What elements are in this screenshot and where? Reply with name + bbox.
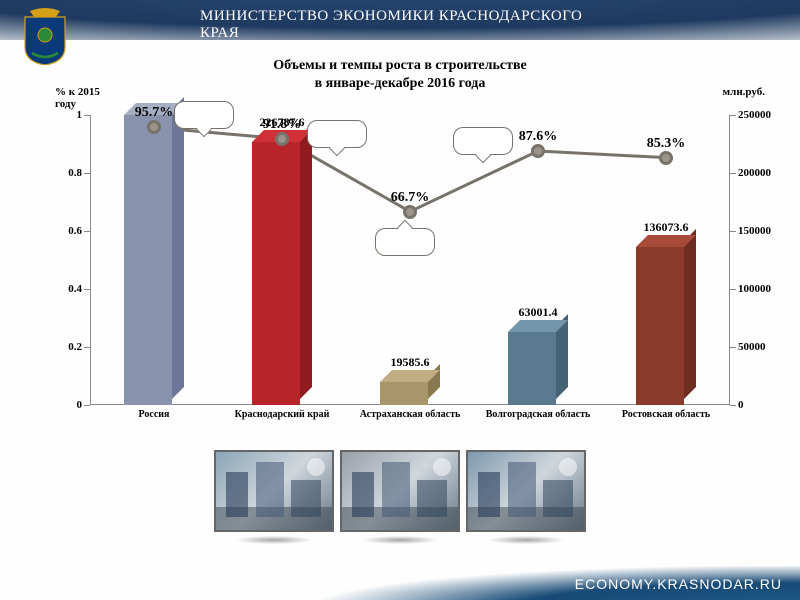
line-marker — [659, 151, 673, 165]
percent-label: 85.3% — [647, 136, 686, 152]
line-marker — [147, 120, 161, 134]
bar-value-label: 136073.6 — [601, 220, 731, 235]
percent-label: 95.7% — [135, 105, 174, 121]
right-axis-label: млн.руб. — [723, 86, 765, 98]
callout-bubble — [307, 120, 367, 148]
chart-plot-area: 00.20.40.60.8105000010000015000020000025… — [90, 115, 730, 405]
line-marker — [403, 205, 417, 219]
ytick-right: 250000 — [730, 109, 771, 121]
axis-line-left — [90, 115, 91, 405]
category-label: Астраханская область — [346, 409, 474, 420]
ytick-right: 150000 — [730, 225, 771, 237]
category-label: Краснодарский край — [218, 409, 346, 420]
bar-value-label: 19585.6 — [345, 355, 475, 370]
line-marker — [531, 144, 545, 158]
regional-emblem-icon — [20, 5, 70, 65]
gallery-thumb — [340, 450, 460, 546]
line-marker — [275, 132, 289, 146]
ytick-right: 100000 — [730, 283, 771, 295]
percent-label: 66.7% — [391, 190, 430, 206]
header-band: МИНИСТЕРСТВО ЭКОНОМИКИ КРАСНОДАРСКОГО КР… — [0, 0, 800, 40]
gallery-thumb — [466, 450, 586, 546]
bar-1 — [252, 142, 312, 405]
category-label: Россия — [90, 409, 218, 420]
axis-line-right — [729, 115, 730, 405]
category-label: Волгоградская область — [474, 409, 602, 420]
percent-label: 87.6% — [519, 129, 558, 145]
left-axis-label: % к 2015 году — [55, 86, 115, 110]
bar-3 — [508, 332, 568, 405]
photo-gallery — [214, 450, 586, 546]
ministry-title: МИНИСТЕРСТВО ЭКОНОМИКИ КРАСНОДАРСКОГО КР… — [200, 8, 600, 42]
bar-value-label: 63001.4 — [473, 305, 603, 320]
percent-label: 91.8% — [263, 117, 302, 133]
callout-bubble — [375, 228, 435, 256]
bar-2 — [380, 382, 440, 405]
gallery-thumb — [214, 450, 334, 546]
chart-title-line2: в январе-декабре 2016 года — [0, 76, 800, 92]
footer-url: ECONOMY.KRASNODAR.RU — [575, 576, 782, 592]
callout-bubble — [453, 127, 513, 155]
ytick-right: 200000 — [730, 167, 771, 179]
chart-title-line1: Объемы и темпы роста в строительстве — [0, 58, 800, 74]
bar-4 — [636, 247, 696, 405]
callout-bubble — [174, 101, 234, 129]
category-label: Ростовская область — [602, 409, 730, 420]
bar-0 — [124, 115, 184, 405]
